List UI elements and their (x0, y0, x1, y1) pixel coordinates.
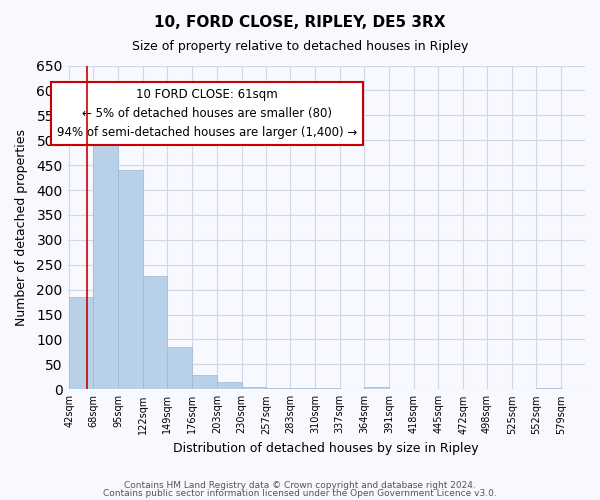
Bar (290, 388, 315, 390)
Y-axis label: Number of detached properties: Number of detached properties (15, 129, 28, 326)
Bar (217, 382, 242, 390)
Text: Contains HM Land Registry data © Crown copyright and database right 2024.: Contains HM Land Registry data © Crown c… (124, 481, 476, 490)
Bar (93, 135, 118, 390)
Bar (118, 170, 143, 390)
Bar (364, 387, 389, 390)
Text: Contains public sector information licensed under the Open Government Licence v3: Contains public sector information licen… (103, 488, 497, 498)
Text: 10 FORD CLOSE: 61sqm
← 5% of detached houses are smaller (80)
94% of semi-detach: 10 FORD CLOSE: 61sqm ← 5% of detached ho… (57, 88, 358, 139)
Bar (167, 347, 192, 390)
Bar (70, 297, 93, 390)
Text: 10, FORD CLOSE, RIPLEY, DE5 3RX: 10, FORD CLOSE, RIPLEY, DE5 3RX (154, 15, 446, 30)
Bar (242, 387, 266, 390)
X-axis label: Distribution of detached houses by size in Ripley: Distribution of detached houses by size … (173, 442, 479, 455)
Bar (536, 388, 561, 390)
Bar (266, 388, 290, 390)
Text: Size of property relative to detached houses in Ripley: Size of property relative to detached ho… (132, 40, 468, 53)
Bar (143, 276, 167, 390)
Bar (192, 375, 217, 390)
Bar (315, 388, 340, 390)
